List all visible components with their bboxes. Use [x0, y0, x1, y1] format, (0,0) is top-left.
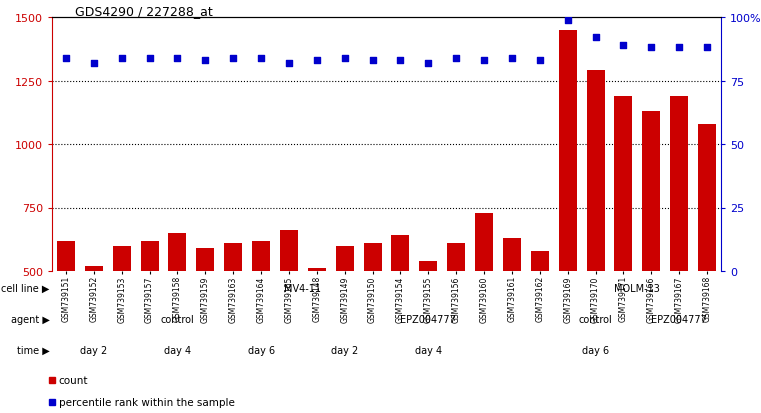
- Point: [478, 58, 490, 64]
- Point: [450, 55, 462, 62]
- Bar: [391, 236, 409, 398]
- Text: time ▶: time ▶: [17, 345, 49, 355]
- Text: percentile rank within the sample: percentile rank within the sample: [59, 396, 234, 407]
- Text: MV4-11: MV4-11: [285, 283, 321, 293]
- Bar: [57, 241, 75, 398]
- Bar: [141, 241, 158, 398]
- Text: day 2: day 2: [331, 345, 358, 355]
- Point: [701, 45, 713, 52]
- Text: day 6: day 6: [582, 345, 609, 355]
- Point: [199, 58, 212, 64]
- Point: [506, 55, 518, 62]
- Point: [590, 35, 602, 42]
- Text: agent ▶: agent ▶: [11, 314, 49, 324]
- Point: [394, 58, 406, 64]
- Point: [673, 45, 685, 52]
- Bar: [364, 244, 381, 398]
- Bar: [559, 31, 577, 398]
- Bar: [113, 246, 131, 398]
- Bar: [336, 246, 354, 398]
- Bar: [307, 269, 326, 398]
- Bar: [503, 238, 521, 398]
- Text: EPZ004777: EPZ004777: [400, 314, 457, 324]
- Point: [617, 43, 629, 49]
- Point: [255, 55, 267, 62]
- Bar: [587, 71, 605, 398]
- Bar: [168, 233, 186, 398]
- Point: [283, 60, 295, 67]
- Point: [562, 17, 574, 24]
- Point: [339, 55, 351, 62]
- Text: control: control: [161, 314, 194, 324]
- Point: [88, 60, 100, 67]
- Point: [367, 58, 379, 64]
- Point: [422, 60, 435, 67]
- Point: [116, 55, 128, 62]
- Point: [227, 55, 239, 62]
- Bar: [419, 261, 438, 398]
- Bar: [224, 244, 242, 398]
- Point: [144, 55, 156, 62]
- Bar: [447, 244, 465, 398]
- Text: count: count: [59, 375, 88, 385]
- Bar: [196, 249, 215, 398]
- Text: day 4: day 4: [164, 345, 191, 355]
- Bar: [614, 97, 632, 398]
- Bar: [642, 112, 661, 398]
- Bar: [84, 266, 103, 398]
- Bar: [698, 124, 716, 398]
- Point: [310, 58, 323, 64]
- Text: EPZ004777: EPZ004777: [651, 314, 707, 324]
- Text: GDS4290 / 227288_at: GDS4290 / 227288_at: [75, 5, 212, 18]
- Bar: [280, 231, 298, 398]
- Point: [645, 45, 658, 52]
- Point: [171, 55, 183, 62]
- Text: cell line ▶: cell line ▶: [1, 283, 49, 293]
- Bar: [252, 241, 270, 398]
- Bar: [670, 97, 688, 398]
- Text: day 2: day 2: [80, 345, 107, 355]
- Point: [533, 58, 546, 64]
- Point: [60, 55, 72, 62]
- Text: day 4: day 4: [415, 345, 442, 355]
- Text: control: control: [578, 314, 613, 324]
- Bar: [530, 251, 549, 398]
- Text: MOLM-13: MOLM-13: [614, 283, 661, 293]
- Text: day 6: day 6: [247, 345, 275, 355]
- Bar: [475, 213, 493, 398]
